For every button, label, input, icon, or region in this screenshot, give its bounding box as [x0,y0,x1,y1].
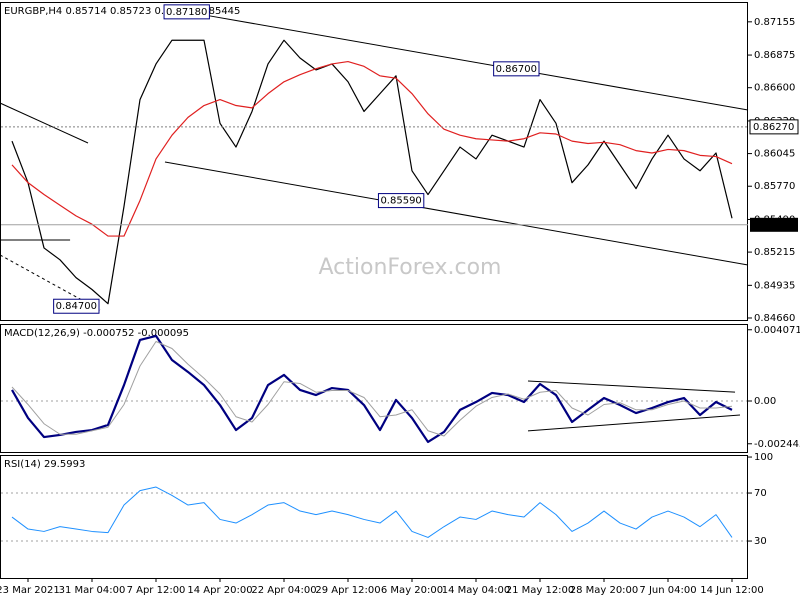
trendline [0,254,101,311]
level-label: 0.86270 [753,122,794,133]
last-price-box [750,217,798,232]
annotation-label: 0.86700 [496,64,537,75]
annotation-label: 0.87180 [166,7,207,18]
y-tick-label: 30 [754,536,767,547]
x-tick-label: 29 Apr 12:00 [315,585,380,596]
level-box [749,119,799,135]
annotation-label: 0.85590 [380,196,421,207]
annotation-box [493,61,540,77]
panel-title: MACD(12,26,9) -0.000752 -0.000095 [4,328,189,339]
x-tick-label: 14 Apr 20:00 [187,585,252,596]
x-tick-label: 7 Jun 04:00 [639,585,696,596]
watermark: ActionForex.com [319,255,502,280]
y-tick-label: 0.86600 [754,83,795,94]
y-tick-label: 100 [754,452,773,463]
trendline [527,414,741,432]
y-tick-label: 0.85770 [754,181,795,192]
x-tick-label: 31 Mar 04:00 [59,585,126,596]
y-tick-label: 70 [754,488,767,499]
y-tick-label: 0.004071 [754,325,800,336]
y-tick-label: 0.86875 [754,50,795,61]
y-tick-label: 0.87155 [754,17,795,28]
series-line [11,39,733,305]
panel-title: EURGBP,H4 0.85714 0.85723 0.85424 0.8544… [4,6,240,17]
trendline [164,161,749,266]
x-tick-label: 22 Apr 04:00 [251,585,316,596]
series-line [11,60,733,237]
series-line [11,334,733,444]
x-tick-label: 21 May 12:00 [506,585,575,596]
y-tick-label: 0.85215 [754,247,795,258]
y-tick-label: 0.84935 [754,280,795,291]
x-tick-label: 23 Mar 2021 [0,585,60,596]
y-tick-label: 0.86045 [754,149,795,160]
panel-frame [0,324,748,453]
y-tick-label: 0.00 [754,396,776,407]
trendline [204,14,749,111]
x-tick-label: 7 Apr 12:00 [127,585,186,596]
panel-title: RSI(14) 29.5993 [4,459,85,470]
x-tick-label: 14 May 04:00 [442,585,511,596]
annotation-box [163,4,210,20]
annotation-label: 0.84700 [56,301,97,312]
trendline [527,380,736,393]
series-line [11,340,733,437]
y-tick-label: -0.002445 [754,439,800,450]
x-tick-label: 14 Jun 12:00 [700,585,764,596]
annotation-box [377,193,425,209]
trendline [0,102,89,144]
series-line [11,486,733,538]
last-price-label: 0.85445 [753,220,794,231]
panel-frame [0,2,748,321]
x-tick-label: 6 May 20:00 [381,585,443,596]
y-tick-label: 0.84660 [754,313,795,324]
annotation-box [53,298,100,314]
panel-frame [0,455,748,579]
x-tick-label: 28 May 20:00 [570,585,639,596]
